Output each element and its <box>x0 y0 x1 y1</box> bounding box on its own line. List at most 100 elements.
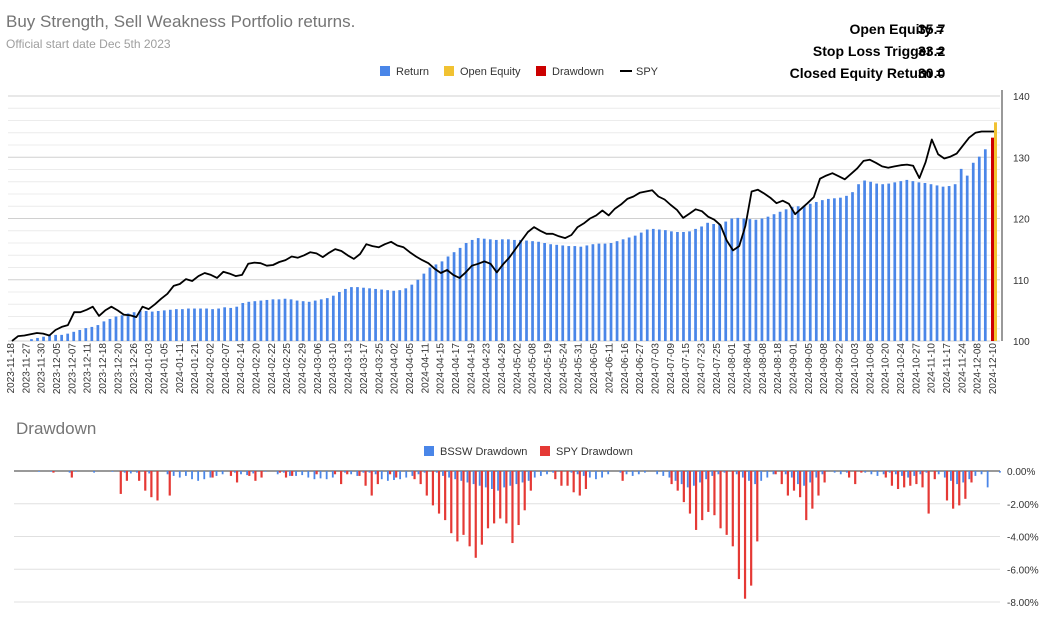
x-tick-label: 2024-07-25 <box>712 343 723 395</box>
spy-drawdown-bar <box>456 471 459 542</box>
x-tick-label: 2024-09-22 <box>835 343 846 395</box>
x-tick-label: 2023-11-18 <box>6 343 17 394</box>
return-bar <box>199 308 202 341</box>
return-bar <box>651 228 655 341</box>
return-bar <box>277 299 281 341</box>
x-tick-label: 2024-09-01 <box>789 343 800 395</box>
bssw-drawdown-bar <box>411 471 414 476</box>
bssw-drawdown-bar <box>509 471 512 486</box>
return-bar <box>682 231 685 341</box>
spy-drawdown-bar <box>437 471 441 514</box>
spy-drawdown-bar <box>125 471 129 481</box>
spy-drawdown-bar <box>168 471 171 496</box>
spy-drawdown-bar <box>725 471 728 535</box>
x-tick-label: 2023-12-20 <box>113 343 124 395</box>
spy-drawdown-bar <box>370 471 373 496</box>
bssw-drawdown-bar <box>741 471 744 478</box>
spy-drawdown-bar <box>903 471 906 488</box>
bssw-drawdown-bar <box>699 471 701 483</box>
bssw-drawdown-bar <box>399 471 402 480</box>
spy-drawdown-bar <box>909 471 912 486</box>
return-bar <box>670 231 673 341</box>
bssw-drawdown-bar <box>625 471 628 475</box>
bssw-drawdown-bar <box>178 471 181 478</box>
return-bar <box>313 300 317 341</box>
legend-swatch <box>536 66 546 76</box>
spy-drawdown-bar <box>523 471 526 511</box>
return-bar <box>525 240 528 341</box>
return-bar <box>319 299 323 341</box>
spy-drawdown-bar <box>138 471 141 481</box>
bssw-drawdown-bar <box>276 471 279 475</box>
return-bar <box>193 308 196 341</box>
return-bar <box>30 339 33 341</box>
bssw-drawdown-bar <box>172 471 175 476</box>
legend-label: SPY <box>636 66 659 78</box>
spy-line <box>11 130 994 342</box>
return-bar <box>211 309 214 341</box>
x-tick-label: 2024-03-13 <box>344 343 355 395</box>
return-bar <box>96 325 100 341</box>
spy-drawdown-bar <box>229 471 233 476</box>
spy-drawdown-bar <box>682 471 685 503</box>
dd-legend-label: BSSW Drawdown <box>440 446 527 458</box>
bssw-drawdown-bar <box>772 471 775 475</box>
x-tick-label: 2024-03-25 <box>374 343 385 395</box>
return-bar <box>947 186 951 341</box>
return-bar <box>259 300 263 341</box>
bssw-drawdown-bar <box>656 471 659 475</box>
bssw-drawdown-bar <box>289 471 291 476</box>
dd-y-tick-label: -2.00% <box>1007 500 1039 511</box>
return-bar <box>609 243 613 341</box>
dd-legend-label: SPY Drawdown <box>556 446 633 458</box>
spy-drawdown-bar <box>945 471 949 501</box>
return-bar <box>694 228 697 341</box>
spy-drawdown-bar <box>450 471 453 534</box>
x-tick-label: 2024-07-23 <box>696 343 707 395</box>
spy-drawdown-bar <box>333 471 337 475</box>
bssw-drawdown-bar <box>539 471 542 476</box>
bssw-drawdown-bar <box>380 471 383 480</box>
bssw-drawdown-bar <box>692 471 695 486</box>
legend-label: Open Equity <box>460 66 521 78</box>
spy-drawdown-bar <box>150 471 153 498</box>
spy-drawdown-bar <box>395 471 398 478</box>
return-bar <box>923 182 927 341</box>
spy-drawdown-bar <box>584 471 588 490</box>
bssw-drawdown-bar <box>123 471 126 473</box>
bssw-drawdown-bar <box>637 471 640 475</box>
spy-drawdown-bar <box>260 471 263 478</box>
bssw-drawdown-bar <box>356 471 359 476</box>
spy-drawdown-bar <box>921 471 924 488</box>
bssw-drawdown-bar <box>980 471 983 475</box>
bssw-drawdown-bar <box>50 471 53 472</box>
spy-drawdown-bar <box>792 471 796 491</box>
spy-drawdown-bar <box>315 471 318 475</box>
return-bar <box>205 308 208 341</box>
return-bar <box>422 273 426 341</box>
spy-drawdown-bar <box>694 471 698 530</box>
bssw-drawdown-bar <box>937 471 940 475</box>
spy-drawdown-bar <box>566 471 569 486</box>
return-bar <box>374 288 377 341</box>
return-bar <box>965 175 969 341</box>
bssw-drawdown-bar <box>552 471 555 473</box>
return-bar <box>724 221 728 341</box>
spy-drawdown-bar <box>737 471 741 580</box>
x-tick-label: 2024-11-24 <box>957 343 968 394</box>
spy-drawdown-bar <box>860 471 863 473</box>
spy-drawdown-bar <box>211 471 214 478</box>
return-bar <box>434 264 438 341</box>
return-bar <box>78 329 82 341</box>
return-bar <box>736 217 740 341</box>
x-tick-label: 2024-08-01 <box>727 343 738 395</box>
return-bar <box>42 336 45 341</box>
spy-drawdown-bar <box>964 471 967 499</box>
x-tick-label: 2023-12-11 <box>83 343 94 394</box>
x-tick-label: 2023-12-26 <box>129 343 140 395</box>
bssw-drawdown-bar <box>197 471 200 481</box>
bssw-drawdown-bar <box>368 471 371 473</box>
return-bar <box>289 299 293 341</box>
bssw-drawdown-bar <box>325 471 328 480</box>
